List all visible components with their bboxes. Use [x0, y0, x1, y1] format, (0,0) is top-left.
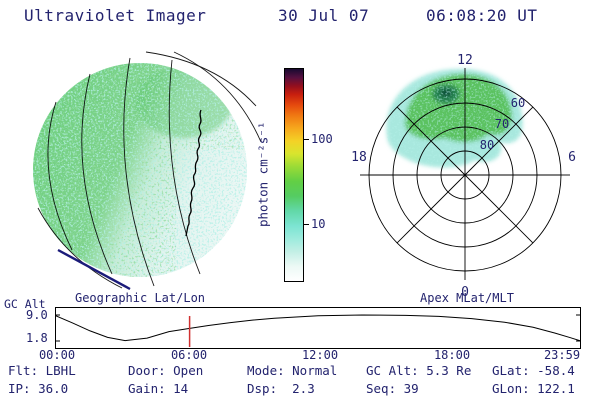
geographic-grid	[37, 51, 262, 289]
status-mode: Mode: Normal	[247, 363, 338, 378]
apex-polar-panel: 12 18 6 0 60 70 80	[351, 53, 576, 300]
time-tick-0600: 06:00	[170, 348, 208, 362]
mlt-label-18: 18	[351, 150, 367, 165]
orbit-track-line	[57, 248, 131, 291]
gc-alt-tick-1-8: 1.8	[26, 331, 48, 345]
right-panel-caption: Apex MLat/MLT	[420, 291, 514, 305]
lat-ring-label-70: 70	[495, 117, 509, 131]
status-flt: Flt: LBHL	[8, 363, 76, 378]
time-tick-1200: 12:00	[301, 348, 339, 362]
coastline-path	[185, 109, 202, 237]
colorbar-tick-10: 10	[311, 217, 326, 231]
earth-disk-image	[33, 63, 247, 277]
colorbar	[284, 68, 304, 282]
status-gain: Gain: 14	[128, 381, 189, 396]
gc-alt-axis-label: GC Alt	[4, 297, 46, 311]
app-title: Ultraviolet Imager	[24, 6, 207, 25]
status-gc-alt: GC Alt: 5.3 Re	[366, 363, 472, 378]
gc-alt-strip-chart	[55, 307, 581, 349]
status-ip: IP: 36.0	[8, 381, 69, 396]
time-tick-0000: 00:00	[38, 348, 76, 362]
status-door: Door: Open	[128, 363, 204, 378]
colorbar-tick-mark-10	[303, 224, 309, 225]
colorbar-tick-mark-100	[303, 139, 309, 140]
mlt-label-12: 12	[457, 53, 473, 68]
gc-alt-curve	[55, 314, 581, 342]
lat-ring-label-80: 80	[480, 138, 494, 152]
geographic-image-panel	[33, 51, 262, 291]
status-dsp: Dsp: 2.3	[247, 381, 315, 396]
time-tick-1800: 18:00	[433, 348, 471, 362]
polar-grid	[360, 68, 570, 280]
status-glat: GLat: -58.4	[492, 363, 575, 378]
obs-time: 06:08:20 UT	[426, 6, 538, 25]
status-seq: Seq: 39	[366, 381, 419, 396]
lat-ring-label-60: 60	[511, 96, 525, 110]
time-tick-2359: 23:59	[543, 348, 581, 362]
colorbar-units-label: photon cm⁻²s⁻¹	[255, 121, 271, 227]
obs-date: 30 Jul 07	[278, 6, 370, 25]
mlt-label-0: 0	[461, 285, 469, 300]
strip-chart-frame	[55, 307, 581, 349]
colorbar-tick-100: 100	[311, 132, 333, 146]
mlt-label-6: 6	[568, 150, 576, 165]
status-glon: GLon: 122.1	[492, 381, 575, 396]
left-panel-caption: Geographic Lat/Lon	[74, 291, 206, 305]
gc-alt-tick-9: 9.0	[26, 308, 48, 322]
